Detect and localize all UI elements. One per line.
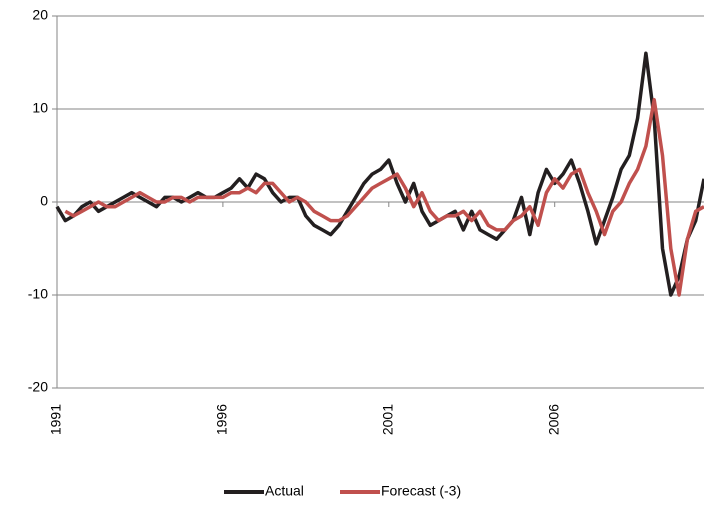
legend-label: Actual bbox=[265, 483, 304, 499]
y-tick-label: 20 bbox=[32, 7, 48, 23]
x-tick-label: 2001 bbox=[379, 404, 395, 435]
y-tick-label: -20 bbox=[28, 379, 48, 395]
x-tick-label: 1991 bbox=[48, 404, 64, 435]
x-tick-label: 2006 bbox=[545, 404, 561, 435]
x-tick-label: 1996 bbox=[214, 404, 230, 435]
line-series bbox=[55, 51, 704, 297]
legend-label: Forecast (-3) bbox=[381, 483, 461, 499]
y-tick-label: -10 bbox=[28, 286, 48, 302]
line-series bbox=[64, 97, 704, 297]
y-tick-label: 10 bbox=[32, 100, 48, 116]
y-tick-label: 0 bbox=[40, 193, 48, 209]
